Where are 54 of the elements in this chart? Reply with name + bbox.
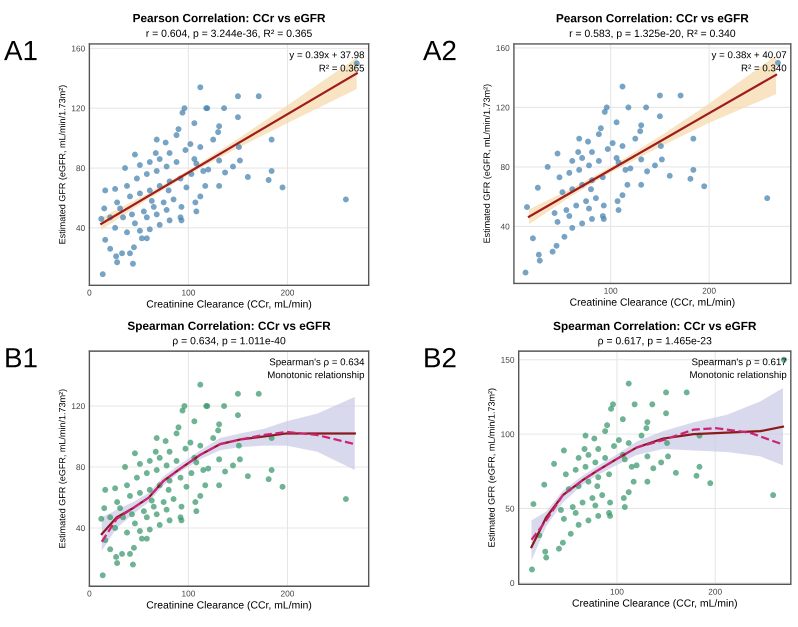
annotation: y = 0.39x + 37.98 — [289, 51, 364, 60]
text: B1 — [6, 348, 37, 368]
x-tick-label: 100 — [182, 590, 196, 597]
y-tick-label: 40 — [500, 224, 510, 230]
x-axis-title: Creatinine Clearance (CCr, mL/min) — [146, 300, 312, 310]
y-tick-label: 100 — [501, 431, 514, 438]
annotation: Spearman's ρ = 0.617 — [692, 358, 786, 368]
y-tick-label: 160 — [496, 45, 510, 52]
y-axis-title: Estimated GFR (eGFR, mL/min/1.73m²) — [488, 388, 496, 547]
x-axis-title: Creatinine Clearance (CCr, mL/min) — [572, 599, 737, 609]
x-tick-label: 200 — [702, 288, 716, 294]
y-tick-label: 80 — [76, 464, 85, 470]
x-tick-label: 200 — [280, 590, 294, 597]
chart-title: Spearman Correlation: CCr vs eGFR — [128, 321, 330, 332]
y-tick-label: 40 — [76, 225, 85, 231]
line-series — [528, 74, 778, 218]
x-tick-label: 100 — [182, 290, 196, 296]
chart-title: Pearson Correlation: CCr vs eGFR — [133, 14, 326, 22]
y-tick-label: 120 — [72, 403, 85, 410]
y-tick-label: 40 — [76, 525, 85, 532]
y-tick-label: 120 — [496, 104, 510, 111]
y-tick-label: 80 — [500, 164, 510, 170]
x-tick-label: 100 — [604, 288, 618, 294]
y-tick-label: 160 — [72, 46, 85, 52]
annotation: R² = 0.340 — [742, 64, 786, 72]
y-axis-title: Estimated GFR (eGFR, mL/min/1.73m²) — [58, 85, 68, 244]
y-tick-label: 120 — [72, 105, 85, 112]
annotation: R² = 0.365 — [320, 64, 364, 72]
x-tick-label: 0 — [87, 590, 92, 597]
annotation: y = 0.38x + 40.07 — [712, 51, 786, 60]
annotation: Monotonic relationship — [268, 371, 364, 380]
chart-subtitle: ρ = 0.617, p = 1.465e-23 — [598, 337, 712, 346]
chart-subtitle: r = 0.583, p = 1.325e-20, R² = 0.340 — [570, 30, 736, 40]
x-axis-title: Creatinine Clearance (CCr, mL/min) — [570, 298, 735, 308]
y-axis-title: Estimated GFR (eGFR, mL/min/1.73m²) — [58, 389, 68, 548]
text: B2 — [425, 348, 456, 368]
y-tick-label: 80 — [76, 165, 85, 172]
text: A2 — [422, 40, 456, 60]
annotation: Monotonic relationship — [690, 370, 786, 380]
x-axis-title: Creatinine Clearance (CCr, mL/min) — [146, 600, 312, 611]
x-tick-label: 100 — [610, 588, 624, 595]
chart-title: Spearman Correlation: CCr vs eGFR — [553, 321, 756, 332]
y-tick-label: 50 — [506, 506, 514, 512]
x-tick-label: 200 — [708, 588, 722, 595]
chart-title: Pearson Correlation: CCr vs eGFR — [556, 14, 749, 22]
chart-subtitle: ρ = 0.634, p = 1.011e-40 — [172, 336, 286, 346]
y-tick-label: 150 — [501, 356, 514, 363]
y-tick-label: 0 — [510, 580, 514, 586]
text: A1 — [4, 40, 37, 60]
y-axis-title: Estimated GFR (eGFR, mL/min/1.73m²) — [483, 84, 492, 243]
annotation: Spearman's ρ = 0.634 — [270, 358, 364, 368]
chart-subtitle: r = 0.604, p = 3.244e-36, R² = 0.365 — [146, 30, 312, 40]
x-tick-label: 0 — [87, 290, 92, 296]
x-tick-label: 200 — [280, 290, 294, 296]
